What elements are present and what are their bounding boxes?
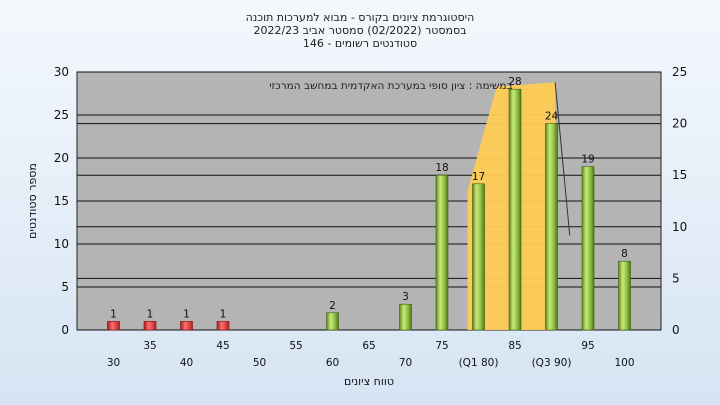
bar xyxy=(508,88,522,331)
bar xyxy=(435,174,449,331)
y-left-tick-label: 0 xyxy=(61,323,69,337)
y-left-tick-label: 5 xyxy=(61,280,69,294)
y-left-tick-label: 15 xyxy=(54,194,69,208)
x-tick-label: 70 xyxy=(399,357,412,369)
title-line-1: היסטוגרמת ציונים בקורס - מבוא למערכות תו… xyxy=(245,11,475,24)
x-tick-label: 50 xyxy=(253,357,266,369)
bar xyxy=(180,321,193,331)
x-tick-label: 35 xyxy=(143,340,156,352)
x-axis-title: טווח ציונים xyxy=(344,375,394,388)
x-tick-label: 40 xyxy=(180,357,193,369)
bar xyxy=(216,321,230,331)
y-axis-title: מספר סטודנטים xyxy=(26,163,39,239)
bar-value-label: 8 xyxy=(621,248,628,260)
y-right-tick-label: 15 xyxy=(672,168,687,182)
bar xyxy=(326,312,339,331)
bar xyxy=(581,166,595,331)
bar xyxy=(545,123,558,331)
title-line-2: בסמסטר (02/2022) סמסטר אביב 2022/23 xyxy=(253,24,467,37)
bar xyxy=(472,183,485,331)
y-right-tick-label: 25 xyxy=(672,65,687,79)
y-left-tick-label: 30 xyxy=(54,65,69,79)
x-tick-label: 75 xyxy=(435,340,448,352)
bar-value-label: 18 xyxy=(435,162,448,174)
bar xyxy=(399,303,412,331)
bar-value-label: 24 xyxy=(545,111,559,123)
x-tick-label: 65 xyxy=(362,340,375,352)
bar-value-label: 1 xyxy=(147,308,154,320)
x-tick-label: 95 xyxy=(581,340,594,352)
bar-value-label: 17 xyxy=(472,171,485,183)
bar-value-label: 28 xyxy=(508,76,521,88)
title-line-3: סטודנטים רשומים - 146 xyxy=(302,37,418,50)
x-tick-label: 45 xyxy=(216,340,229,352)
bar-value-label: 19 xyxy=(581,154,594,166)
bar-value-label: 3 xyxy=(402,291,409,303)
bar xyxy=(107,321,120,331)
bar-value-label: 1 xyxy=(183,308,190,320)
y-left-tick-label: 10 xyxy=(54,237,69,251)
chart-annotation: במשימה : ציון סופי במערכת האקדמית במחשב … xyxy=(269,80,512,92)
x-tick-label: (Q1 80) xyxy=(459,357,499,369)
x-tick-label: 60 xyxy=(326,357,339,369)
y-right-tick-label: 20 xyxy=(672,117,687,131)
bar-value-label: 1 xyxy=(220,308,227,320)
x-tick-label: 55 xyxy=(289,340,302,352)
y-right-tick-label: 5 xyxy=(672,271,680,285)
y-right-tick-label: 10 xyxy=(672,220,687,234)
y-left-tick-label: 25 xyxy=(54,108,69,122)
bar-value-label: 2 xyxy=(329,300,336,312)
bar xyxy=(618,260,631,331)
iqr-band-edge xyxy=(554,82,571,236)
bar xyxy=(143,321,157,331)
y-right-tick-label: 0 xyxy=(672,323,680,337)
x-tick-label: 100 xyxy=(614,357,634,369)
x-tick-label: 85 xyxy=(508,340,521,352)
x-tick-label: 30 xyxy=(107,357,120,369)
bar-value-label: 1 xyxy=(110,308,117,320)
x-tick-label: (Q3 90) xyxy=(532,357,572,369)
y-left-tick-label: 20 xyxy=(54,151,69,165)
